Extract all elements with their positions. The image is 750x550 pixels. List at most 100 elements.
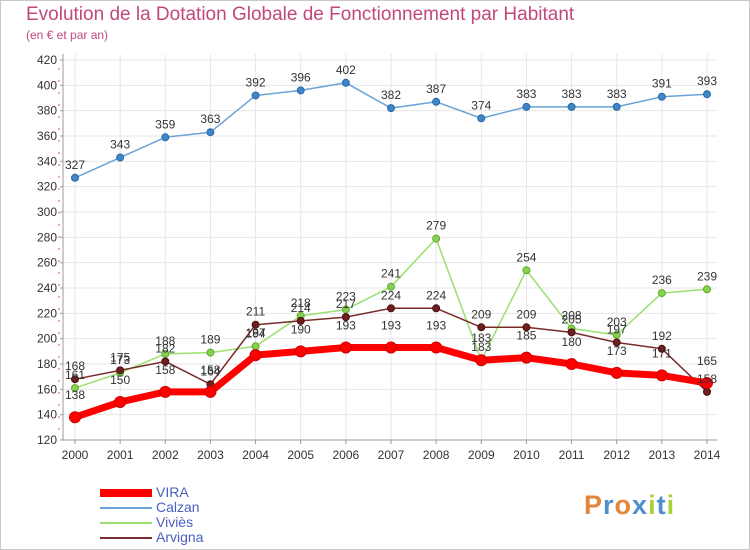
data-point-vira (249, 349, 262, 362)
y-tick-label: 380 (37, 104, 57, 118)
data-label-arvigna: 182 (155, 341, 175, 355)
y-tick-label: 400 (37, 78, 57, 92)
data-point-arvigna (522, 323, 531, 332)
data-label-calzan: 393 (697, 74, 717, 88)
y-tick-label: 260 (37, 256, 57, 270)
x-tick-label: 2007 (378, 448, 405, 462)
data-label-calzan: 391 (652, 77, 672, 91)
data-point-arvigna (161, 357, 170, 366)
logo-letter: o (614, 490, 633, 520)
data-point-calzan (522, 102, 531, 111)
data-label-vira: 138 (65, 388, 85, 402)
data-point-vira (159, 385, 172, 398)
legend-label-calzan: Calzan (156, 499, 200, 515)
y-tick-label: 320 (37, 180, 57, 194)
data-point-calzan (477, 114, 486, 123)
data-label-vira: 171 (652, 346, 672, 360)
data-point-calzan (612, 102, 621, 111)
data-label-vira: 187 (246, 326, 266, 340)
data-label-vira: 158 (200, 363, 220, 377)
data-point-calzan (71, 173, 79, 182)
legend-label-vivies: Viviès (156, 514, 194, 530)
data-point-vivies (703, 285, 711, 294)
data-point-vivies (341, 305, 350, 314)
data-label-vira: 193 (381, 319, 401, 333)
data-label-vivies: 254 (516, 250, 536, 264)
y-tick-label: 420 (37, 53, 57, 67)
y-tick-label: 140 (37, 408, 57, 422)
data-point-vira (385, 341, 397, 354)
data-point-vivies (71, 384, 79, 393)
x-tick-label: 2011 (559, 448, 585, 462)
y-tick-label: 120 (37, 433, 57, 447)
data-point-calzan (251, 91, 260, 100)
data-point-vira (701, 377, 713, 389)
logo-letter: r (603, 490, 615, 520)
data-point-vira (204, 385, 217, 398)
data-point-arvigna (703, 387, 711, 396)
data-point-arvigna (432, 304, 441, 313)
data-point-calzan (341, 78, 350, 87)
logo-letter: x (632, 490, 649, 520)
data-label-calzan: 383 (516, 87, 536, 101)
y-tick-label: 160 (37, 382, 57, 396)
y-tick-label: 340 (37, 154, 57, 168)
data-label-calzan: 343 (110, 138, 130, 152)
data-point-arvigna (341, 313, 350, 322)
data-point-calzan (116, 153, 125, 162)
data-label-calzan: 387 (426, 82, 446, 96)
x-tick-label: 2003 (197, 448, 224, 462)
data-label-vivies: 236 (652, 273, 672, 287)
data-point-arvigna (251, 320, 260, 329)
data-label-arvigna: 197 (607, 322, 627, 336)
data-point-vivies (432, 234, 441, 243)
data-label-arvigna: 209 (516, 307, 536, 321)
data-label-vivies: 239 (697, 269, 717, 283)
data-label-arvigna: 168 (65, 359, 85, 373)
data-point-vira (430, 341, 443, 354)
data-label-vira: 183 (471, 331, 491, 345)
data-point-arvigna (71, 375, 79, 384)
data-label-arvigna: 158 (697, 372, 717, 386)
data-label-vira: 193 (426, 319, 446, 333)
legend-swatch-vivies (100, 522, 152, 524)
data-label-vira: 165 (697, 354, 717, 368)
x-tick-label: 2008 (423, 448, 450, 462)
data-label-vivies: 173 (110, 353, 130, 367)
data-point-arvigna (477, 323, 486, 332)
data-point-vivies (657, 289, 666, 298)
x-tick-label: 2004 (242, 448, 269, 462)
data-label-vivies: 161 (65, 368, 85, 382)
data-point-arvigna (387, 304, 395, 313)
x-tick-label: 2002 (152, 448, 179, 462)
data-label-vivies: 189 (200, 333, 220, 347)
data-label-vivies: 241 (381, 267, 401, 281)
x-tick-label: 2013 (649, 448, 676, 462)
data-label-arvigna: 205 (562, 312, 582, 326)
x-tick-label: 2006 (333, 448, 360, 462)
data-label-arvigna: 175 (110, 350, 130, 364)
data-point-arvigna (296, 316, 305, 325)
y-tick-label: 200 (37, 332, 57, 346)
data-point-vivies (206, 348, 215, 357)
x-tick-label: 2010 (513, 448, 540, 462)
data-label-vivies: 203 (607, 315, 627, 329)
y-tick-label: 360 (37, 129, 57, 143)
data-label-calzan: 363 (200, 112, 220, 126)
data-label-vivies: 279 (426, 219, 446, 233)
data-label-vivies: 188 (155, 334, 175, 348)
legend-swatch-vira (100, 489, 152, 497)
data-point-vira (655, 369, 668, 382)
legend-swatch-calzan (100, 507, 152, 509)
data-label-calzan: 359 (155, 117, 175, 131)
chart-subtitle: (en € et par an) (26, 28, 109, 42)
data-point-arvigna (567, 328, 576, 337)
data-label-calzan: 374 (471, 98, 491, 112)
x-tick-label: 2005 (287, 448, 314, 462)
data-point-vira (475, 354, 488, 367)
data-label-vivies: 223 (336, 290, 356, 304)
chart-title: Evolution de la Dotation Globale de Fonc… (26, 4, 575, 25)
y-tick-label: 240 (37, 281, 57, 295)
y-tick-label: 300 (37, 205, 57, 219)
logo-letter: i (648, 490, 657, 520)
